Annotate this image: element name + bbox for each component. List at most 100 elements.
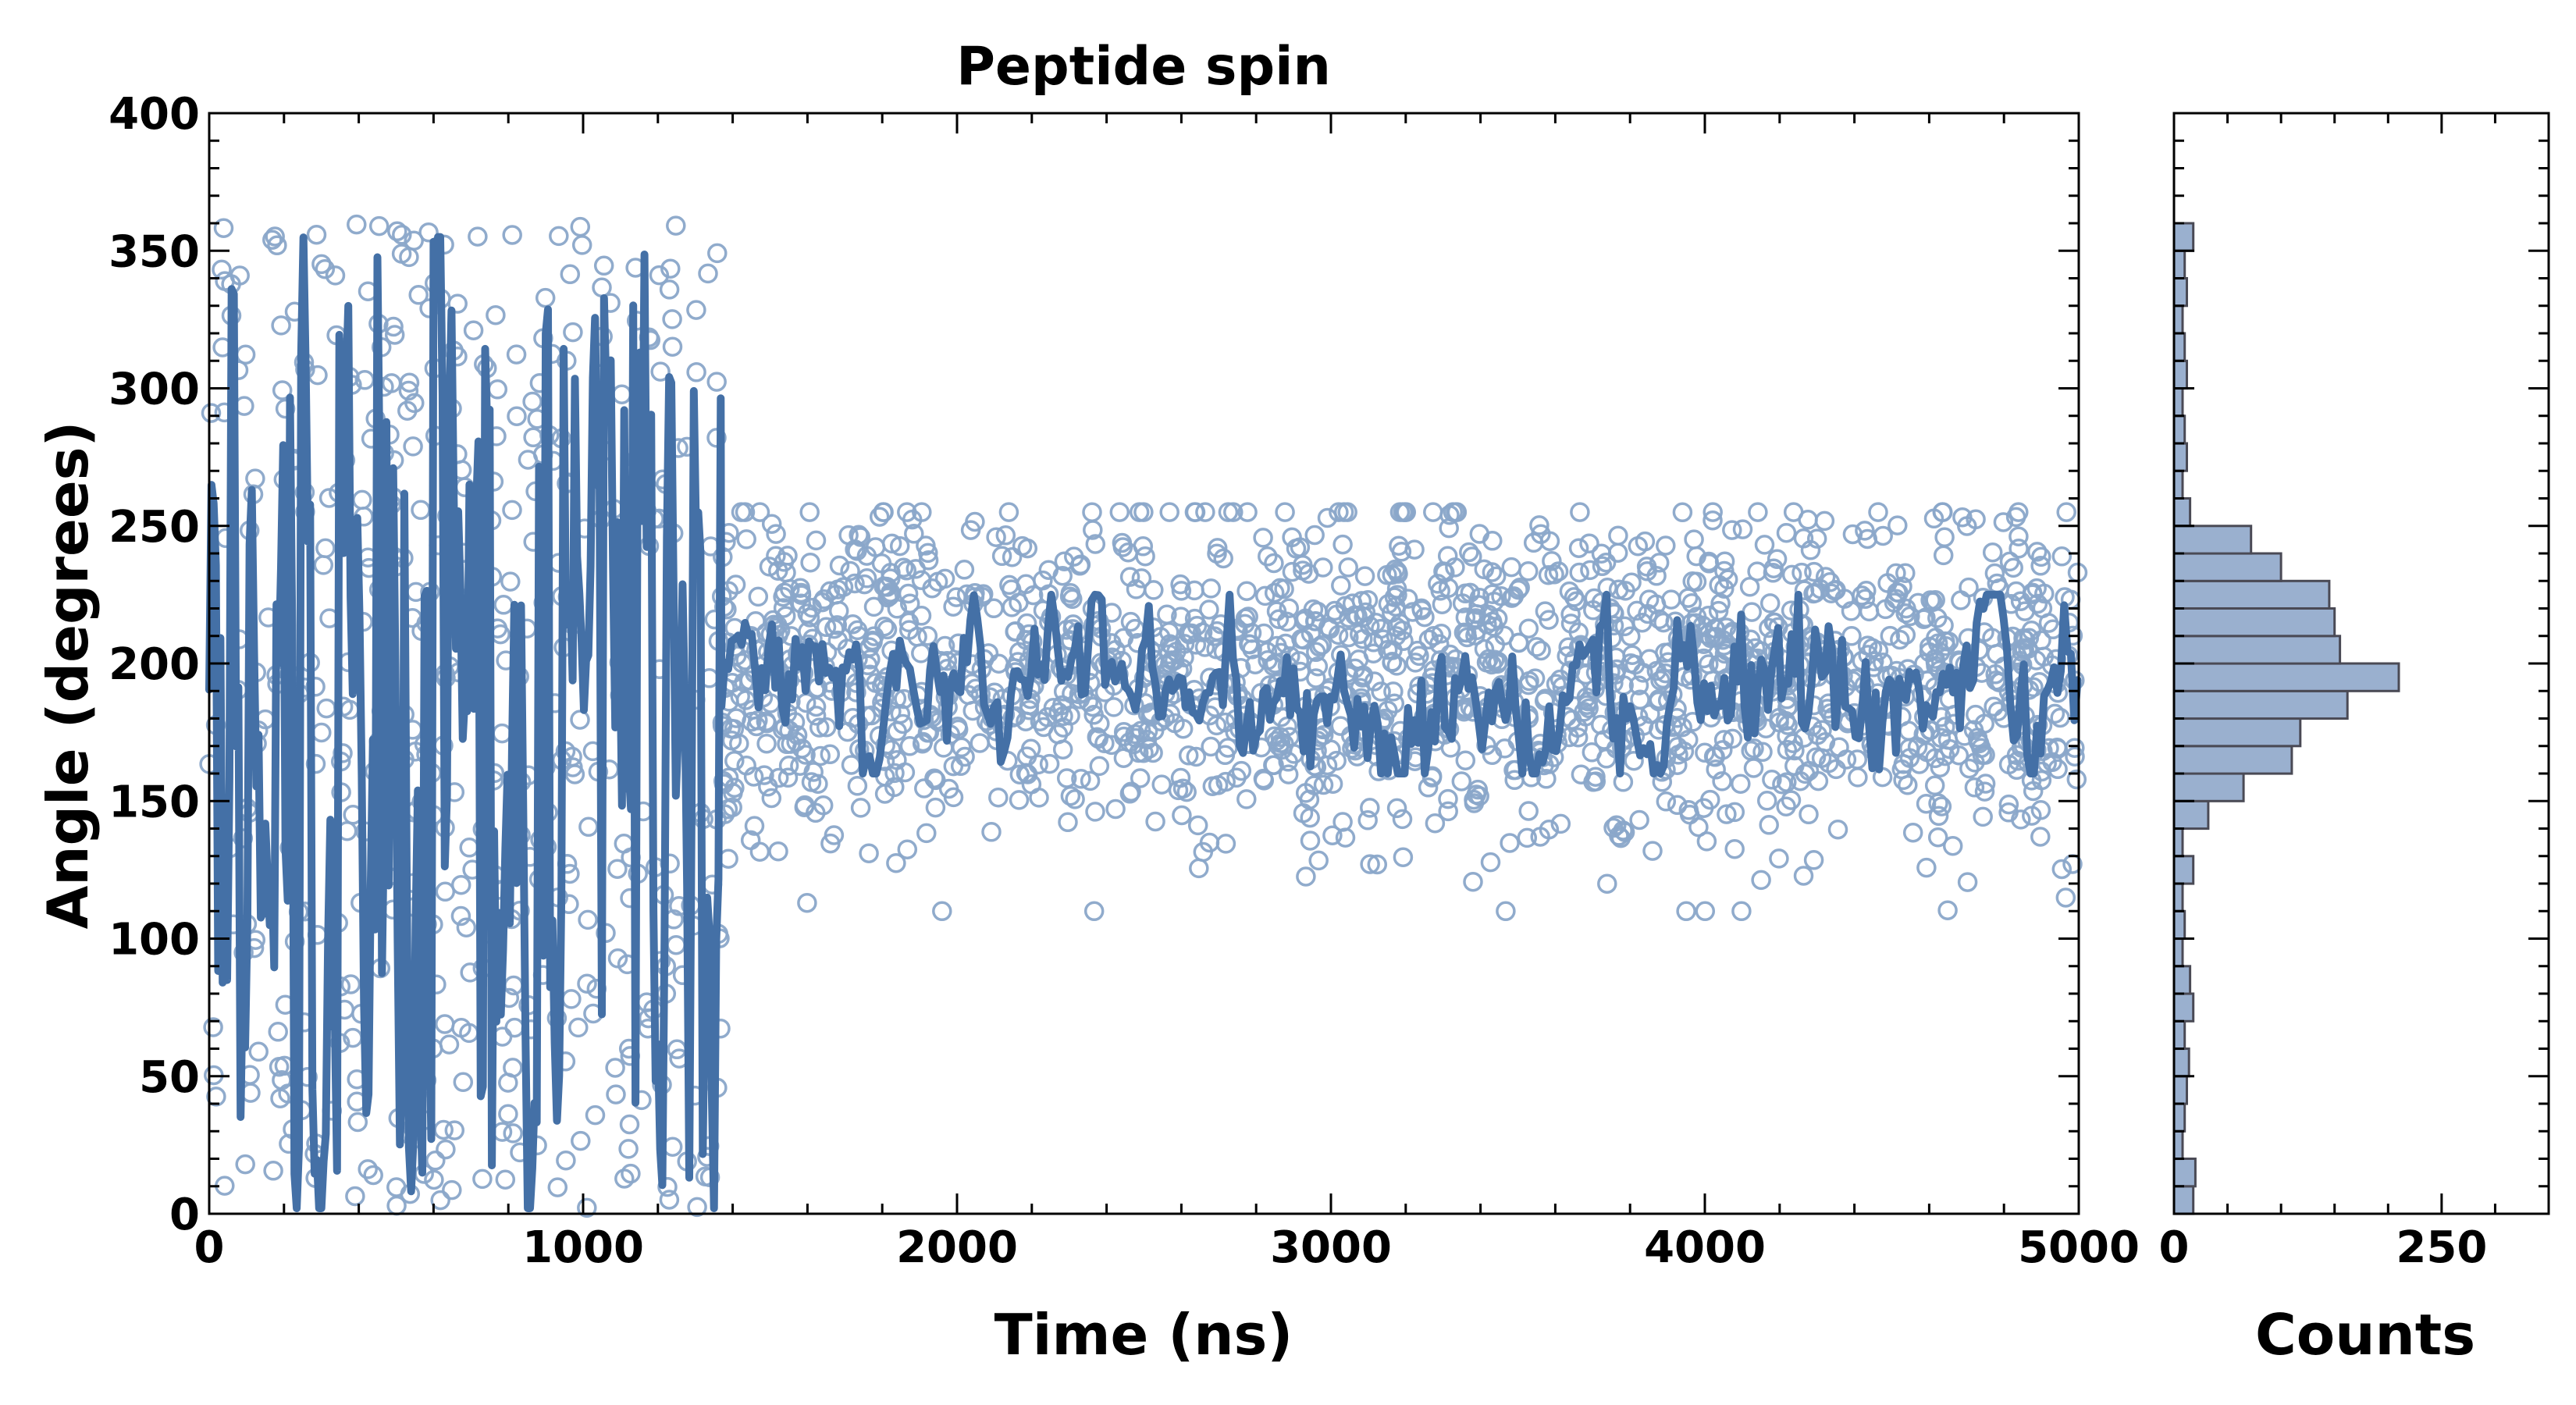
scatter-point [1105, 799, 1126, 820]
scatter-point [1326, 750, 1347, 771]
scatter-point [1286, 539, 1307, 559]
scatter-point [1360, 854, 1380, 874]
scatter-point [1890, 629, 1910, 650]
scatter-point [1215, 834, 1236, 854]
histogram-bar [2172, 1129, 2184, 1161]
scatter-point [1536, 769, 1557, 789]
scatter-point [1215, 712, 1236, 733]
scatter-point [325, 265, 346, 286]
scatter-point [1756, 791, 1777, 811]
scatter-point [611, 384, 632, 404]
scatter-point [986, 527, 1006, 547]
scatter-point [1455, 750, 1476, 770]
scatter-point [780, 578, 800, 599]
scatter-point [1529, 515, 1550, 535]
scatter-point [1083, 705, 1104, 725]
x-tick-label: 4000 [1644, 1222, 1766, 1273]
scatter-point [1451, 771, 1472, 791]
scatter-point [1351, 591, 1372, 611]
scatter-point [1814, 510, 1835, 532]
scatter-point [506, 344, 527, 365]
scatter-point [1998, 794, 2019, 815]
scatter-point [790, 578, 810, 598]
scatter-point [1020, 738, 1041, 759]
histogram-bar [2172, 1048, 2190, 1078]
scatter-point [1982, 542, 2003, 563]
scatter-point [873, 502, 894, 522]
scatter-point [1700, 789, 1720, 810]
scatter-point [1170, 767, 1191, 788]
scatter-point [1627, 600, 1647, 621]
scatter-point [1330, 716, 1351, 736]
scatter-point [1893, 770, 1913, 791]
scatter-point [1827, 819, 1848, 840]
scatter-point [1570, 502, 1590, 522]
scatter-point [235, 344, 256, 365]
scatter-point [444, 1120, 465, 1140]
scatter-point [927, 571, 948, 592]
scatter-point [435, 1014, 455, 1034]
scatter-point [439, 1034, 460, 1055]
scatter-point [1698, 605, 1719, 626]
scatter-point [1517, 827, 1538, 848]
scatter-point [916, 823, 937, 844]
histogram-bar [2172, 387, 2184, 418]
scatter-point [890, 703, 911, 724]
scatter-point [799, 502, 820, 522]
scatter-point [1264, 726, 1285, 747]
scatter-point [884, 763, 905, 784]
scatter-point [1201, 736, 1221, 757]
scatter-point [748, 586, 769, 607]
scatter-point [1842, 524, 1863, 545]
scatter-point [911, 643, 931, 663]
scatter-point [606, 1084, 626, 1104]
scatter-point [686, 300, 706, 320]
scatter-point [1803, 850, 1824, 870]
chart-title: Peptide spin [956, 36, 1331, 98]
scatter-point [1145, 811, 1165, 832]
scatter-point [1592, 556, 1613, 577]
scatter-point [1278, 764, 1299, 784]
scatter-point [1429, 634, 1450, 654]
scatter-point [1628, 675, 1649, 695]
scatter-point [1799, 804, 1819, 825]
scatter-point [917, 625, 938, 646]
scatter-point [806, 530, 827, 551]
scatter-point [1338, 557, 1358, 578]
scatter-point [1699, 654, 1719, 674]
scatter-point [451, 1017, 471, 1038]
scatter-point [1300, 623, 1322, 644]
scatter-point [1777, 739, 1798, 760]
scatter-point [607, 948, 628, 969]
x-tick-label: 5000 [2018, 1222, 2140, 1273]
running-average-series [205, 233, 2082, 1212]
scatter-point [263, 1161, 283, 1181]
scatter-point [547, 1177, 568, 1197]
scatter-point [856, 568, 877, 589]
scatter-point [1759, 593, 1781, 614]
scatter-point [614, 834, 635, 854]
scatter-point [1873, 525, 1893, 546]
scatter-point [411, 500, 431, 521]
scatter-point [1178, 745, 1199, 766]
scatter-point [1847, 749, 1868, 770]
scatter-point [398, 380, 419, 401]
scatter-point [1082, 502, 1102, 522]
scatter-point [756, 711, 777, 731]
scatter-point [1712, 771, 1732, 791]
scatter-point [1023, 585, 1044, 606]
y-tick-label: 0 [169, 1190, 200, 1240]
scatter-point [2032, 598, 2053, 619]
scatter-point [1688, 816, 1709, 838]
scatter-point [430, 1190, 450, 1211]
scatter-point [736, 529, 756, 550]
scatter-point [1383, 681, 1404, 702]
scatter-point [1672, 502, 1693, 523]
scatter-point [2030, 827, 2051, 847]
scatter-point [1482, 745, 1503, 766]
scatter-point [1231, 760, 1252, 781]
scatter-point [1133, 502, 1154, 522]
scatter-point [347, 1112, 368, 1133]
scatter-point [1841, 626, 1862, 646]
